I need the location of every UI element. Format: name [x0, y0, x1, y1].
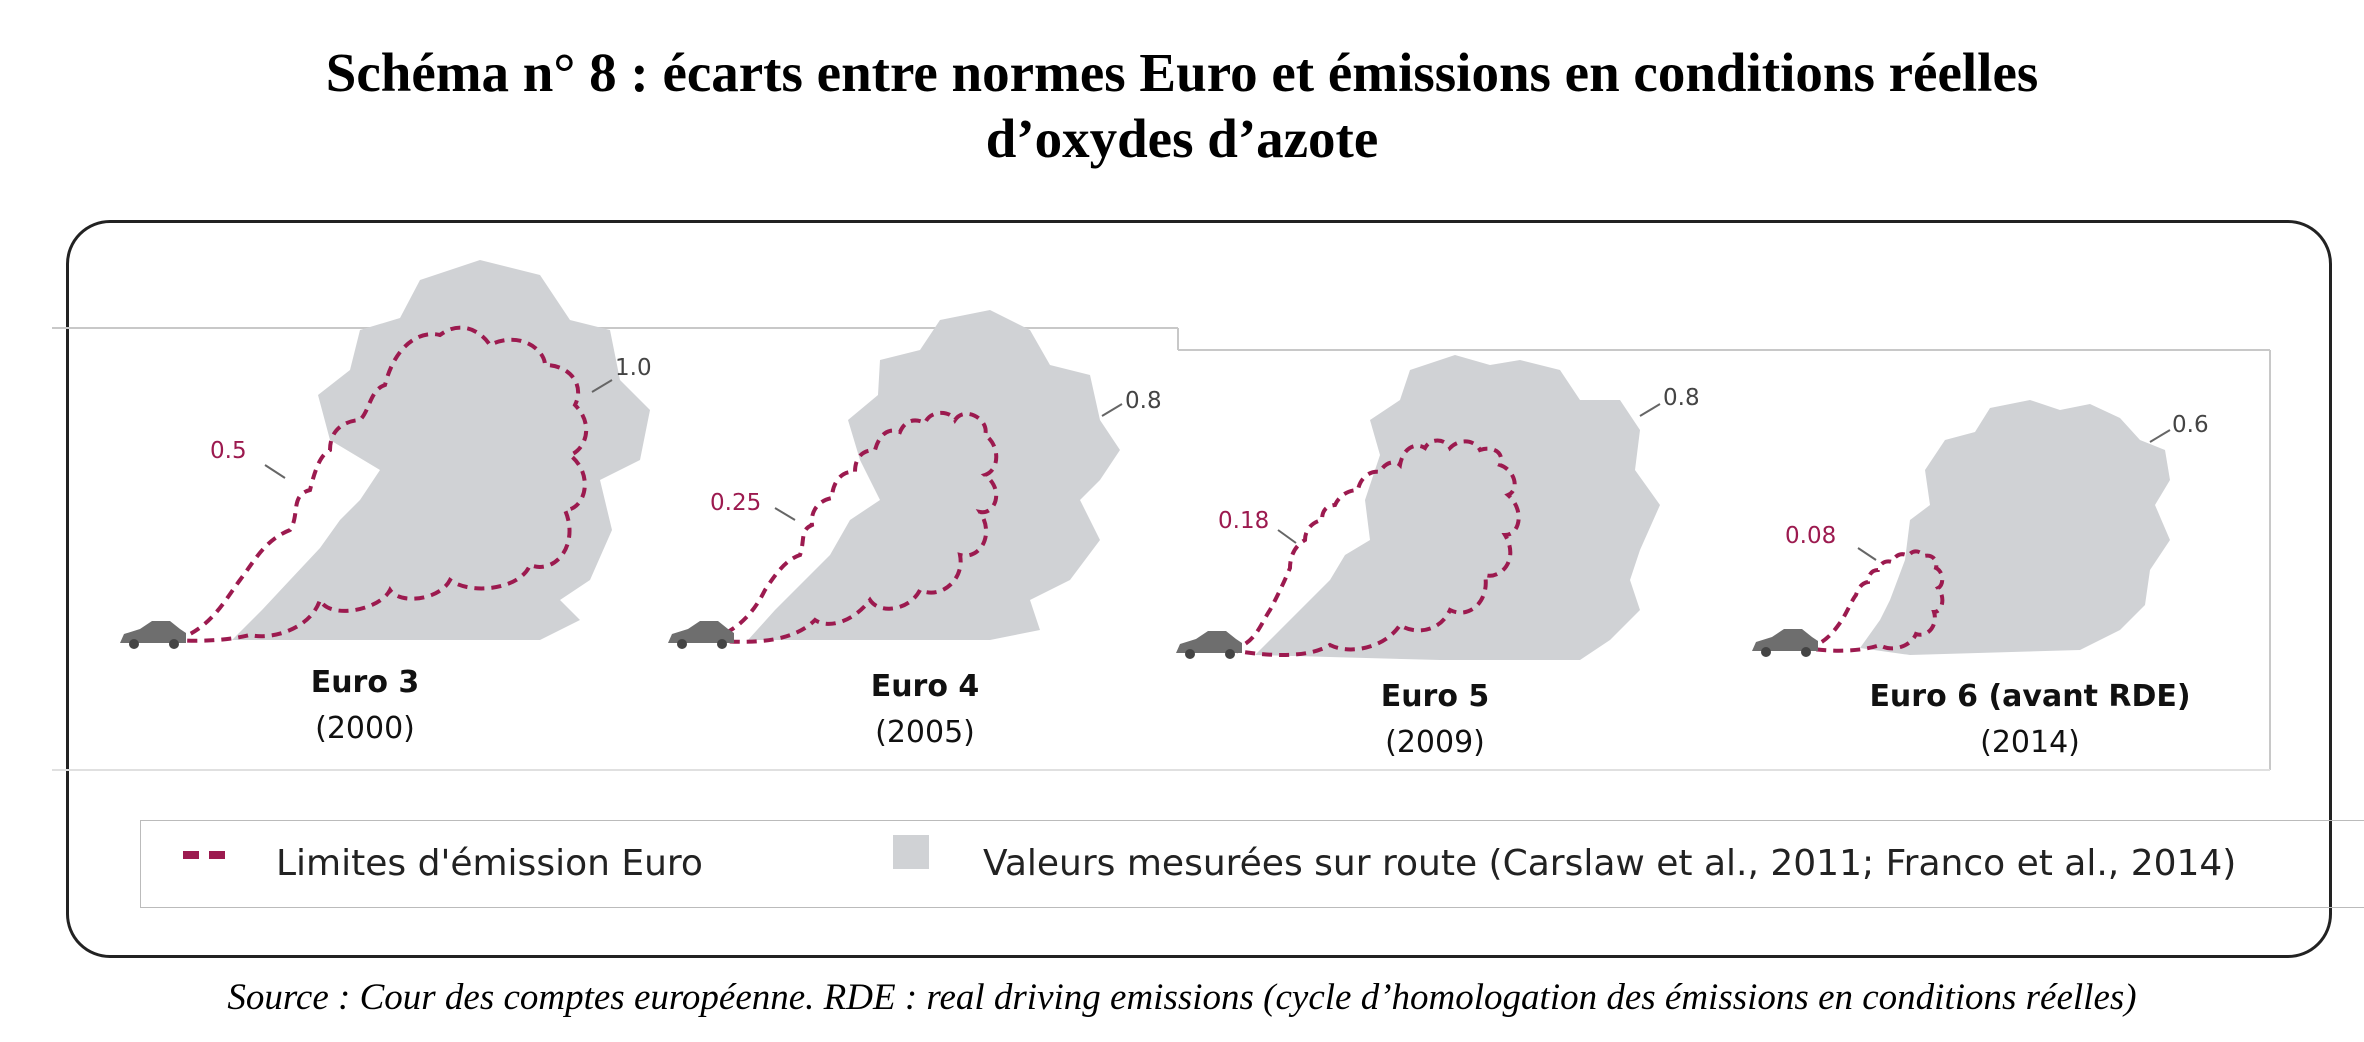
limit-value: 0.25 — [710, 490, 761, 516]
limit-leader-line — [1857, 547, 1877, 561]
panel-year: (2014) — [1980, 725, 2080, 760]
measured-leader-line — [1101, 403, 1123, 417]
car-wheel — [1185, 649, 1195, 659]
panel-name: Euro 5 — [1380, 679, 1490, 714]
panel-name: Euro 3 — [310, 665, 420, 700]
panel-label-euro-5: Euro 5 (2009) — [1310, 674, 1560, 766]
car-icon — [120, 621, 186, 643]
limit-value: 0.18 — [1218, 508, 1269, 534]
car-wheel — [1801, 647, 1811, 657]
euro-limit-outline — [709, 410, 999, 644]
car-wheel — [1225, 649, 1235, 659]
panel-label-euro-3: Euro 3 (2000) — [240, 660, 490, 752]
euro-limit-outline — [1229, 438, 1521, 657]
measured-emissions-cloud — [1255, 355, 1660, 660]
measured-emissions-cloud — [748, 310, 1120, 640]
limit-leader-line — [774, 507, 796, 521]
car-icon — [1752, 629, 1818, 651]
panel-euro-6: 0.08 0.6 — [1752, 400, 2209, 657]
car-wheel — [677, 639, 687, 649]
car-wheel — [169, 639, 179, 649]
panel-euro-3: 0.5 1.0 — [120, 260, 652, 649]
limit-leader-line — [264, 464, 286, 479]
panel-euro-4: 0.25 0.8 — [668, 310, 1162, 649]
euro-limit-outline — [1805, 549, 1945, 653]
panel-year: (2005) — [875, 715, 975, 750]
measured-value: 0.8 — [1125, 388, 1162, 414]
car-icon — [1176, 631, 1242, 653]
measured-emissions-cloud — [232, 260, 650, 640]
title-line-1: Schéma n° 8 : écarts entre normes Euro e… — [325, 42, 2039, 103]
grey-swatch-legend-icon — [893, 835, 929, 869]
panel-name: Euro 6 (avant RDE) — [1869, 679, 2191, 714]
euro-limit-outline — [174, 325, 589, 643]
panel-name: Euro 4 — [870, 669, 980, 704]
dashed-line-legend-icon — [183, 851, 227, 859]
measured-value: 1.0 — [615, 355, 652, 381]
measured-emissions-cloud — [1860, 400, 2170, 655]
car-icon — [668, 621, 734, 643]
car-wheel — [129, 639, 139, 649]
figure-title: Schéma n° 8 : écarts entre normes Euro e… — [0, 40, 2364, 172]
measured-leader-line — [2149, 429, 2171, 443]
panel-euro-5: 0.18 0.8 — [1176, 355, 1700, 660]
panel-year: (2000) — [315, 711, 415, 746]
limit-value: 0.08 — [1785, 523, 1836, 549]
panel-label-euro-6: Euro 6 (avant RDE) (2014) — [1840, 674, 2220, 766]
source-note: Source : Cour des comptes européenne. RD… — [227, 977, 2137, 1018]
limit-value: 0.5 — [210, 438, 247, 464]
legend: Limites d'émission Euro Valeurs mesurées… — [140, 820, 2364, 908]
panel-year: (2009) — [1385, 725, 1485, 760]
figure-frame — [66, 220, 2332, 958]
car-wheel — [1761, 647, 1771, 657]
legend-measured-label: Valeurs mesurées sur route (Carslaw et a… — [983, 843, 2237, 884]
measured-value: 0.8 — [1663, 385, 1700, 411]
measured-leader-line — [591, 379, 613, 393]
title-line-2: d’oxydes d’azote — [985, 108, 1379, 169]
panel-label-euro-4: Euro 4 (2005) — [800, 664, 1050, 756]
measured-value: 0.6 — [2172, 412, 2209, 438]
measured-leader-line — [1639, 403, 1661, 417]
limit-leader-line — [1277, 529, 1297, 544]
legend-limits-label: Limites d'émission Euro — [276, 843, 703, 884]
car-wheel — [717, 639, 727, 649]
